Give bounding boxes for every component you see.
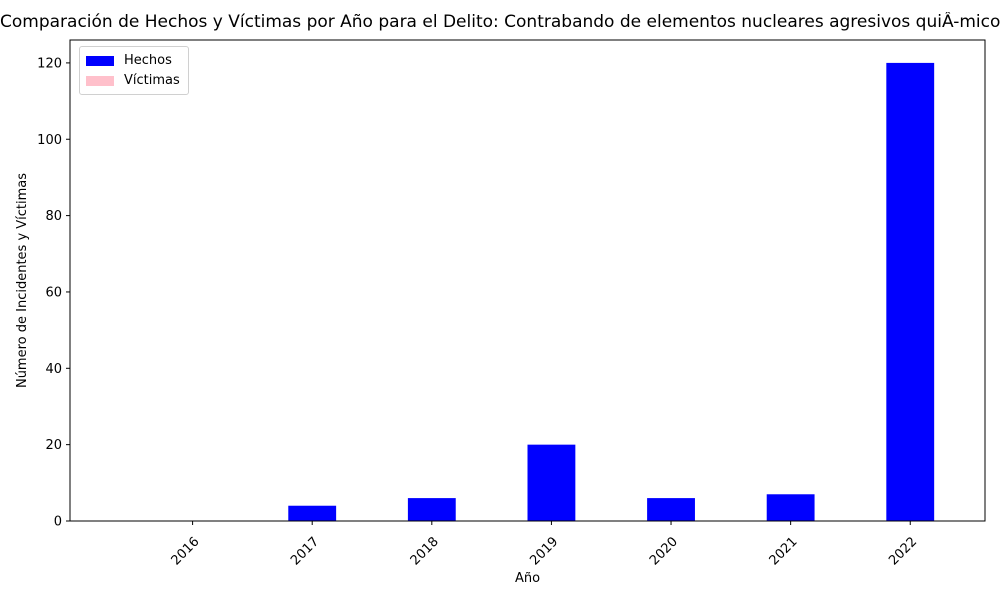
legend-swatch-victimas bbox=[86, 75, 114, 86]
bar-hechos-2022 bbox=[886, 62, 935, 522]
bar-hechos-2020 bbox=[647, 498, 695, 521]
bar-hechos-2017 bbox=[288, 505, 337, 521]
legend-swatch-hechos bbox=[86, 55, 114, 66]
x-tick-label: 2016 bbox=[169, 534, 203, 568]
legend-item-hechos: Hechos bbox=[86, 53, 172, 68]
legend-label-victimas: Víctimas bbox=[124, 73, 180, 88]
y-tick-label: 80 bbox=[45, 209, 62, 224]
y-tick-label: 40 bbox=[45, 362, 62, 377]
bars-layer bbox=[288, 62, 935, 522]
bar-hechos-2021 bbox=[766, 494, 815, 521]
y-tick-label: 20 bbox=[45, 438, 62, 453]
x-tick-label: 2017 bbox=[288, 534, 322, 568]
x-tick-label: 2018 bbox=[408, 534, 442, 568]
x-tick-label: 2020 bbox=[647, 534, 681, 568]
legend-label-hechos: Hechos bbox=[124, 53, 172, 68]
y-tick-label: 60 bbox=[45, 285, 62, 300]
y-axis-label: Número de Incidentes y Víctimas bbox=[15, 173, 30, 388]
plot-frame bbox=[69, 39, 986, 522]
x-axis: 2016 2017 2018 2019 2020 2021 2022 bbox=[169, 521, 920, 568]
x-tick-label: 2022 bbox=[886, 534, 920, 568]
y-axis: 0 20 40 60 80 100 120 bbox=[37, 56, 70, 530]
legend: Hechos Víctimas bbox=[79, 46, 189, 95]
x-axis-label: Año bbox=[515, 571, 540, 586]
bar-hechos-2019 bbox=[527, 444, 576, 521]
y-tick-label: 120 bbox=[37, 56, 62, 71]
chart-title: Comparación de Hechos y Víctimas por Año… bbox=[0, 12, 1000, 32]
y-tick-label: 0 bbox=[54, 515, 62, 530]
x-tick-label: 2019 bbox=[527, 534, 561, 568]
x-tick-label: 2021 bbox=[767, 534, 801, 568]
legend-item-victimas: Víctimas bbox=[86, 73, 180, 88]
bar-hechos-2018 bbox=[407, 498, 456, 521]
y-tick-label: 100 bbox=[37, 133, 62, 148]
